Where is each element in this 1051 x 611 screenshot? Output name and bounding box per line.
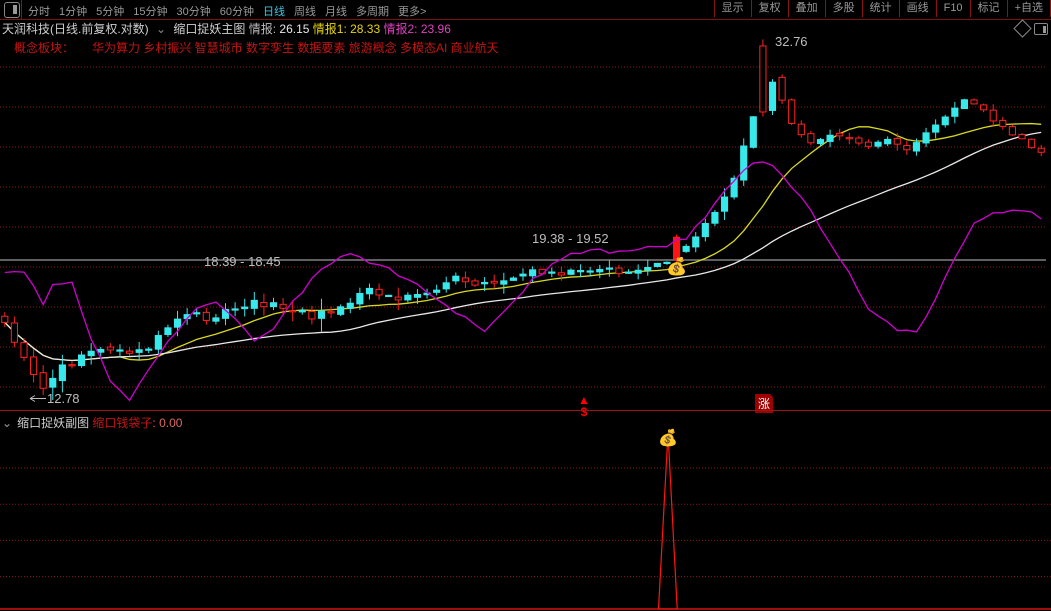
svg-text:19.38 - 19.52: 19.38 - 19.52	[532, 231, 609, 246]
svg-text:12.78: 12.78	[47, 391, 80, 406]
svg-text:32.76: 32.76	[775, 34, 808, 49]
svg-text:18.39 - 18.45: 18.39 - 18.45	[204, 254, 281, 269]
